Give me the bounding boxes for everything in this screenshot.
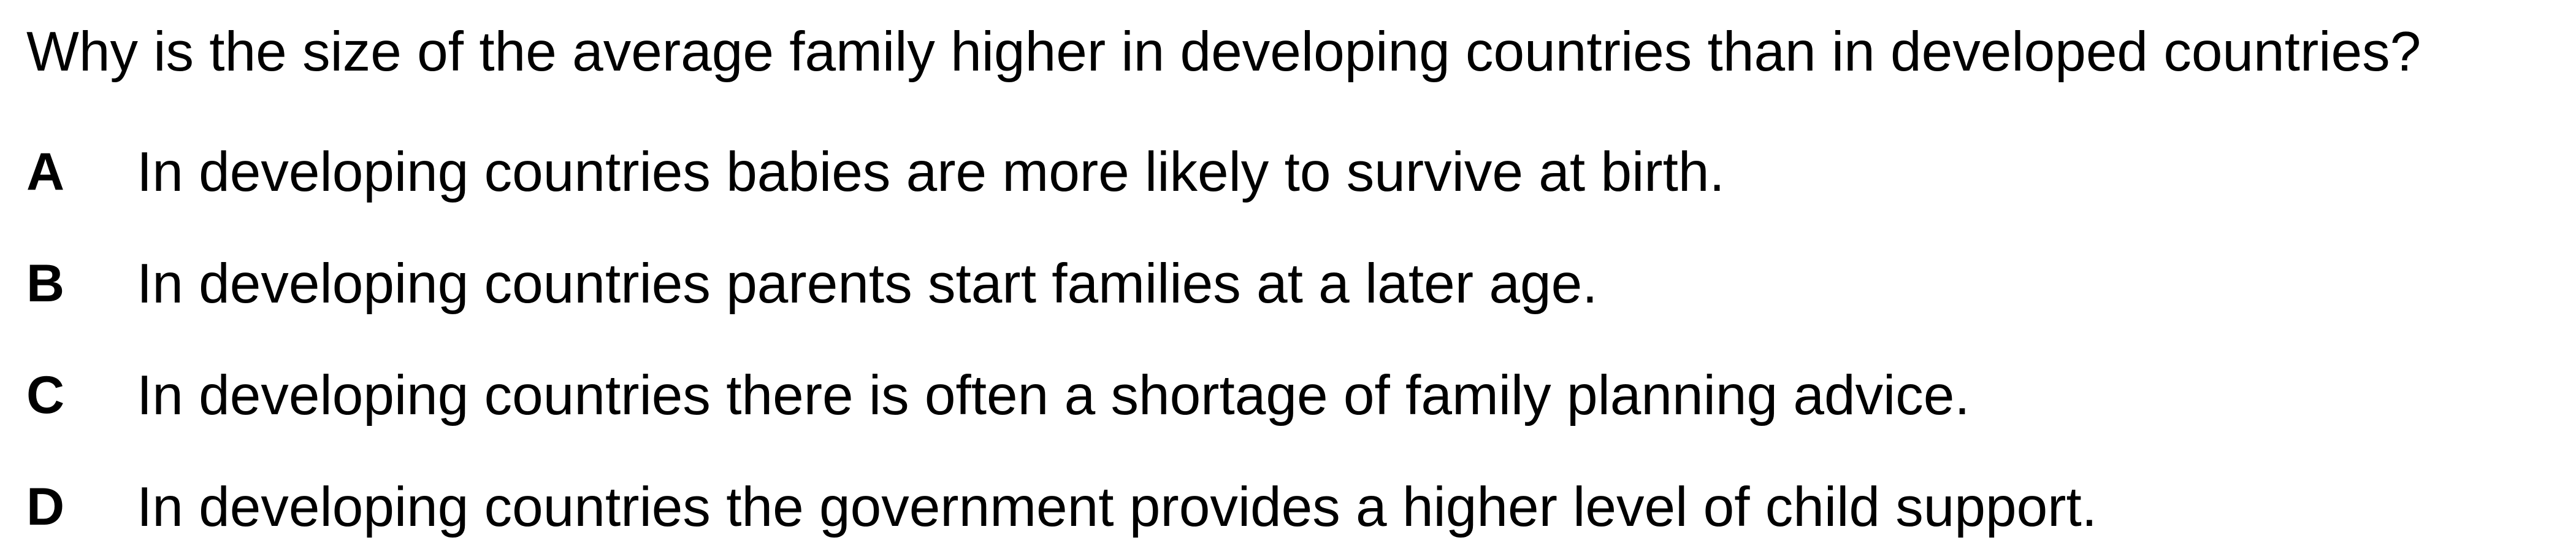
option-letter: C (26, 366, 65, 425)
option-text: In developing countries parents start fa… (137, 252, 1598, 315)
option-d[interactable]: D In developing countries the government… (26, 469, 2097, 546)
option-c[interactable]: C In developing countries there is often… (26, 357, 1970, 434)
option-letter: B (26, 254, 65, 313)
option-text: In developing countries there is often a… (137, 364, 1970, 426)
option-letter: A (26, 142, 65, 201)
option-letter: D (26, 477, 65, 536)
question-text: Why is the size of the average family hi… (26, 21, 2421, 83)
option-b[interactable]: B In developing countries parents start … (26, 245, 1598, 322)
option-a[interactable]: A In developing countries babies are mor… (26, 134, 1725, 210)
option-text: In developing countries babies are more … (137, 141, 1725, 203)
option-text: In developing countries the government p… (137, 476, 2098, 538)
